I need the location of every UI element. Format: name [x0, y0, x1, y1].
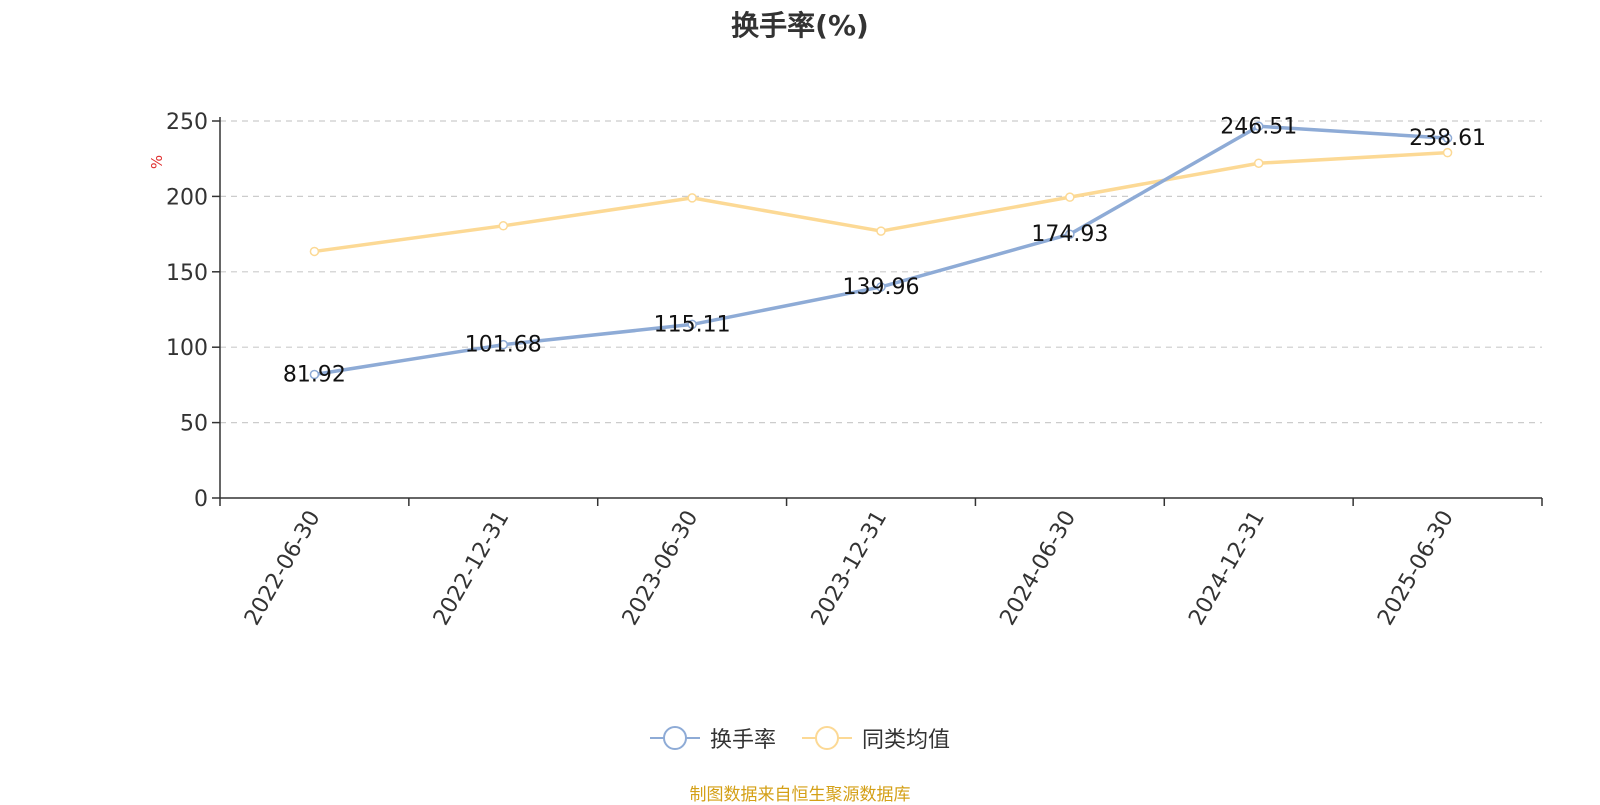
data-point — [1442, 147, 1453, 158]
chart-title: 换手率(%) — [731, 9, 869, 42]
data-point — [1253, 158, 1264, 168]
y-tick-label: 0 — [194, 487, 208, 512]
data-label: 115.11 — [654, 312, 731, 337]
x-tick-label: 2024-12-31 — [1184, 507, 1270, 630]
data-point — [309, 369, 320, 380]
data-point — [498, 339, 509, 350]
data-label: 81.92 — [283, 362, 346, 387]
data-point — [687, 193, 697, 203]
x-tick-label: 2023-12-31 — [807, 507, 893, 630]
data-label: 246.51 — [1220, 114, 1297, 139]
y-axis-label: % — [148, 155, 166, 169]
y-tick-label: 50 — [180, 412, 208, 437]
x-tick-label: 2025-06-30 — [1373, 507, 1459, 630]
data-label: 139.96 — [843, 275, 920, 300]
legend-label-turnover: 换手率 — [709, 728, 776, 753]
data-source-note: 制图数据来自恒生聚源数据库 — [689, 785, 911, 805]
series-line — [314, 150, 1448, 254]
data-point — [498, 221, 509, 231]
legend-label-peer-average: 同类均值 — [862, 728, 951, 753]
y-tick-label: 200 — [166, 185, 208, 210]
data-point — [1065, 229, 1075, 239]
y-tick-label: 150 — [166, 261, 208, 286]
x-tick-label: 2022-12-31 — [429, 507, 515, 630]
legend-line-circle-icon — [802, 726, 852, 750]
legend-line-circle-icon — [649, 726, 700, 750]
data-label: 238.61 — [1409, 126, 1486, 151]
legend-item-turnover[interactable]: 换手率 — [649, 722, 776, 754]
legend-item-peer-average[interactable]: 同类均值 — [802, 722, 950, 754]
data-point — [1253, 121, 1264, 132]
data-point — [1065, 192, 1075, 202]
y-tick-label: 250 — [166, 110, 208, 135]
data-point — [1442, 133, 1453, 143]
data-point — [876, 226, 886, 236]
x-tick-label: 2022-06-30 — [240, 507, 326, 630]
data-label: 174.93 — [1031, 222, 1108, 247]
data-point — [309, 246, 320, 257]
x-tick-label: 2023-06-30 — [618, 507, 704, 630]
legend[interactable]: 换手率 同类均值 — [0, 722, 1600, 754]
data-label: 101.68 — [465, 333, 542, 358]
x-tick-label: 2024-06-30 — [995, 507, 1081, 630]
data-point — [687, 319, 697, 330]
y-tick-label: 100 — [166, 336, 208, 361]
data-point — [876, 282, 886, 292]
